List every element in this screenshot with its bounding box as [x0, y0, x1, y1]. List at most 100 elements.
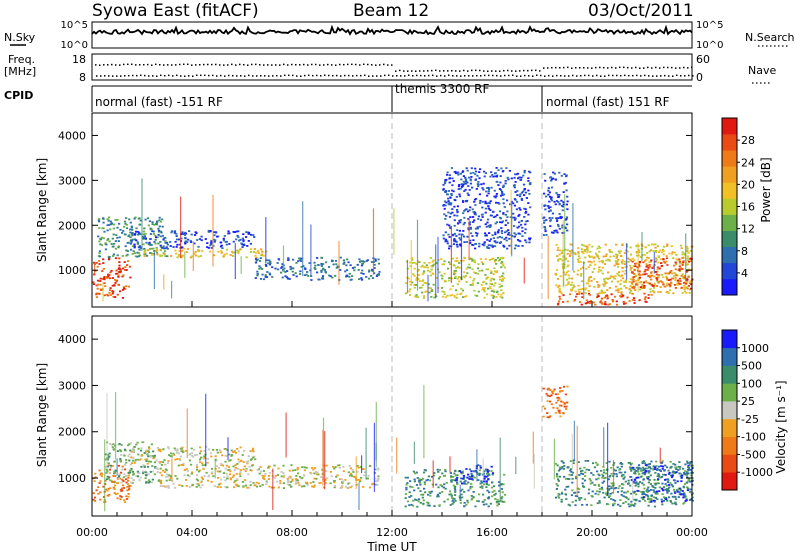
freq-dot — [263, 64, 265, 66]
power-cell-r0 — [104, 285, 107, 288]
power-cell-r1 — [156, 220, 159, 223]
power-cell-r10 — [658, 267, 661, 270]
power-cell-r9 — [653, 284, 656, 286]
velocity-cell-r0 — [116, 492, 119, 495]
velocity-cell-r7 — [570, 474, 573, 476]
power-cell-r6 — [452, 190, 455, 193]
velocity-cell-r4 — [503, 493, 507, 496]
velocity-cell-r0 — [98, 469, 101, 472]
velocity-cell-r1 — [135, 443, 138, 446]
velocity-cell-r1 — [131, 470, 135, 473]
power-cell-r10 — [678, 268, 681, 270]
velocity-cell-r3 — [233, 469, 236, 471]
velocity-cell-r1 — [153, 461, 156, 464]
velocity-cell-r1 — [124, 463, 127, 466]
power-cell-r6 — [470, 176, 473, 178]
power-cell-r10 — [646, 269, 649, 271]
power-cell-r2 — [248, 231, 251, 234]
velocity-cell-r6 — [542, 387, 545, 390]
power-cell-r8 — [647, 297, 650, 299]
power-cell-r0 — [108, 277, 111, 280]
power-cell-r9 — [555, 244, 558, 246]
power-cell-r5 — [485, 293, 488, 296]
power-cell-r4 — [362, 273, 365, 275]
power-cell-r6 — [513, 219, 516, 221]
power-cell-r1 — [123, 220, 127, 223]
power-cell-r8 — [604, 301, 607, 303]
power-cell-r5 — [501, 296, 504, 299]
velocity-cell-r7 — [667, 479, 670, 482]
power-cell-r6 — [513, 198, 516, 200]
velocity-cell-r7 — [633, 504, 636, 507]
power-cell-r9 — [589, 260, 592, 263]
velocity-cell-r1 — [132, 479, 135, 482]
power-cell-r9 — [585, 248, 588, 250]
velocity-cell-r8 — [657, 478, 660, 481]
power-streak — [171, 280, 173, 299]
power-cell-r3 — [231, 255, 235, 257]
velocity-cell-r7 — [671, 495, 674, 498]
power-cell-r10 — [638, 260, 642, 263]
velocity-cell-r8 — [656, 498, 659, 501]
velocity-cell-r1 — [147, 473, 150, 476]
velocity-cell-r7 — [620, 494, 623, 496]
nave-dot — [552, 75, 554, 77]
power-cell-r10 — [638, 273, 641, 276]
nave-dot — [692, 75, 694, 77]
velocity-cell-r4 — [500, 488, 503, 490]
power-cell-r4 — [287, 259, 290, 261]
power-cell-r9 — [620, 274, 624, 277]
velocity-cbar-tick-label: 500 — [741, 360, 762, 373]
power-cell-r4 — [347, 261, 350, 264]
velocity-cell-r4 — [478, 469, 481, 472]
velocity-cell-r8 — [633, 490, 637, 493]
power-cell-r2 — [171, 230, 174, 233]
power-cell-r10 — [669, 271, 672, 274]
velocity-cell-r7 — [588, 478, 591, 480]
freq-dot — [555, 66, 557, 69]
velocity-cell-r4 — [410, 503, 413, 506]
power-cell-r5 — [482, 263, 485, 265]
power-cell-r0 — [102, 262, 105, 264]
power-streak — [562, 220, 564, 288]
power-cell-r2 — [233, 231, 236, 233]
velocity-cell-r4 — [415, 471, 418, 474]
power-cell-r6 — [469, 221, 472, 224]
velocity-cell-r3 — [332, 465, 335, 468]
velocity-cell-r3 — [241, 481, 244, 483]
power-cell-r2 — [149, 233, 152, 235]
power-cell-r8 — [633, 299, 636, 302]
velocity-cell-r0 — [121, 489, 124, 492]
velocity-cell-r2 — [215, 449, 219, 451]
velocity-cell-r7 — [601, 481, 604, 484]
velocity-cell-r7 — [630, 469, 633, 472]
power-cell-r2 — [225, 243, 228, 246]
velocity-cell-r7 — [683, 501, 686, 504]
power-cell-r6 — [458, 195, 462, 198]
velocity-cell-r8 — [647, 481, 650, 484]
velocity-cell-r2 — [190, 452, 194, 454]
velocity-cell-r2 — [137, 453, 140, 456]
velocity-cell-r7 — [637, 473, 641, 476]
power-cell-r10 — [631, 276, 634, 279]
power-cell-r8 — [624, 302, 627, 305]
power-cell-r5 — [424, 266, 427, 268]
velocity-cell-r3 — [233, 481, 236, 484]
power-cell-r4 — [325, 261, 328, 264]
power-cell-r6 — [464, 200, 468, 202]
velocity-cell-r8 — [671, 474, 674, 477]
power-cell-r1 — [117, 245, 120, 248]
velocity-cell-r3 — [340, 478, 343, 481]
velocity-cell-r7 — [604, 476, 607, 479]
velocity-cell-r3 — [310, 472, 313, 475]
velocity-cell-r1 — [144, 477, 147, 480]
power-cell-r7 — [547, 205, 550, 207]
velocity-cell-r3 — [217, 477, 220, 479]
power-cell-r9 — [582, 244, 585, 247]
velocity-cell-r7 — [556, 473, 559, 475]
velocity-cell-r6 — [547, 388, 550, 390]
velocity-cell-r0 — [127, 472, 131, 475]
velocity-cell-r5 — [471, 475, 474, 477]
freq-dot — [123, 63, 125, 66]
